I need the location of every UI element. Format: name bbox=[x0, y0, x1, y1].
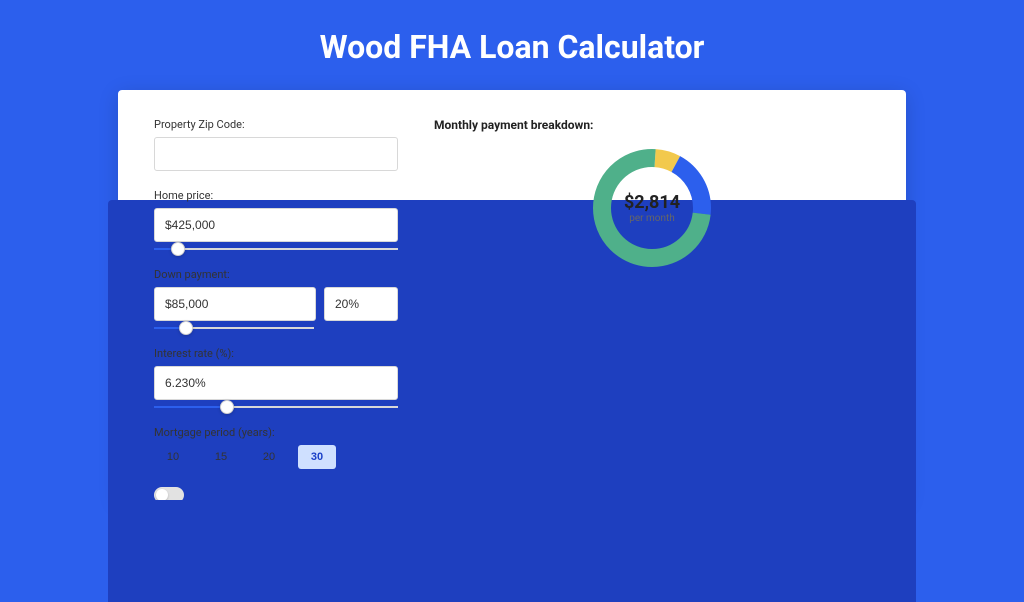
period-label: Mortgage period (years): bbox=[154, 426, 398, 439]
period-field: Mortgage period (years): 10 15 20 30 bbox=[154, 426, 398, 469]
zip-input[interactable] bbox=[154, 137, 398, 171]
card-wrapper: Property Zip Code: Home price: Down paym… bbox=[0, 90, 1024, 500]
period-button-15[interactable]: 15 bbox=[202, 445, 240, 469]
home-price-label: Home price: bbox=[154, 189, 398, 202]
down-payment-amount-input[interactable] bbox=[154, 287, 316, 321]
down-payment-slider[interactable] bbox=[154, 327, 314, 329]
donut-chart: $2,814 per month bbox=[588, 144, 716, 272]
breakdown-title: Monthly payment breakdown: bbox=[434, 118, 870, 132]
home-price-slider[interactable] bbox=[154, 248, 398, 250]
interest-input[interactable] bbox=[154, 366, 398, 400]
home-price-field: Home price: bbox=[154, 189, 398, 250]
zip-label: Property Zip Code: bbox=[154, 118, 398, 131]
down-payment-field: Down payment: bbox=[154, 268, 398, 329]
down-payment-slider-thumb[interactable] bbox=[179, 321, 193, 335]
home-price-input[interactable] bbox=[154, 208, 398, 242]
donut-sub: per month bbox=[629, 213, 675, 224]
interest-slider[interactable] bbox=[154, 406, 398, 408]
interest-label: Interest rate (%): bbox=[154, 347, 398, 360]
period-button-10[interactable]: 10 bbox=[154, 445, 192, 469]
down-payment-label: Down payment: bbox=[154, 268, 398, 281]
zip-field: Property Zip Code: bbox=[154, 118, 398, 171]
donut-amount: $2,814 bbox=[624, 192, 680, 213]
period-button-30[interactable]: 30 bbox=[298, 445, 336, 469]
interest-field: Interest rate (%): bbox=[154, 347, 398, 408]
veteran-toggle[interactable] bbox=[154, 487, 184, 500]
form-column: Property Zip Code: Home price: Down paym… bbox=[154, 118, 398, 500]
period-button-20[interactable]: 20 bbox=[250, 445, 288, 469]
down-payment-percent-input[interactable] bbox=[324, 287, 398, 321]
page-title: Wood FHA Loan Calculator bbox=[0, 0, 1024, 90]
